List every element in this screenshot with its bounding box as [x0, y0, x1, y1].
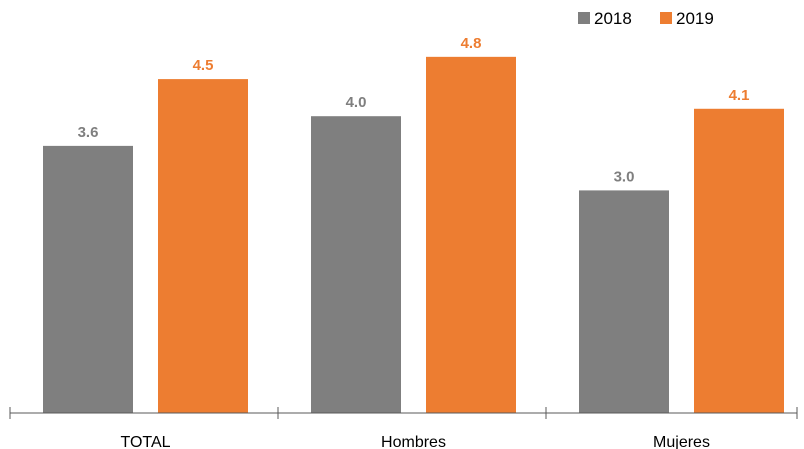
bar-2018-total — [43, 145, 133, 413]
category-label-hombres: Hombres — [381, 434, 446, 449]
bar-2019-total — [158, 79, 248, 413]
bars-group: 3.6 4.5 4.0 4.8 3.0 4.1 — [43, 35, 784, 414]
category-label-mujeres: Mujeres — [653, 434, 710, 449]
bar-2018-mujeres — [579, 190, 669, 413]
data-label-2018-hombres: 4.0 — [346, 94, 367, 111]
x-axis — [9, 407, 798, 419]
data-label-2019-total: 4.5 — [193, 57, 214, 74]
bar-2019-mujeres — [694, 108, 784, 413]
legend: 2018 2019 — [578, 9, 714, 28]
legend-swatch-2019 — [660, 12, 672, 24]
data-label-2018-total: 3.6 — [78, 124, 99, 141]
category-label-total: TOTAL — [120, 434, 170, 449]
data-label-2018-mujeres: 3.0 — [614, 168, 635, 185]
category-labels: TOTAL Hombres Mujeres — [120, 434, 710, 449]
legend-label-2018: 2018 — [594, 9, 632, 28]
data-label-2019-hombres: 4.8 — [461, 35, 482, 52]
bar-2019-hombres — [426, 56, 516, 414]
bar-2018-hombres — [311, 116, 401, 413]
legend-label-2019: 2019 — [676, 9, 714, 28]
legend-swatch-2018 — [578, 12, 590, 24]
data-label-2019-mujeres: 4.1 — [729, 87, 750, 104]
